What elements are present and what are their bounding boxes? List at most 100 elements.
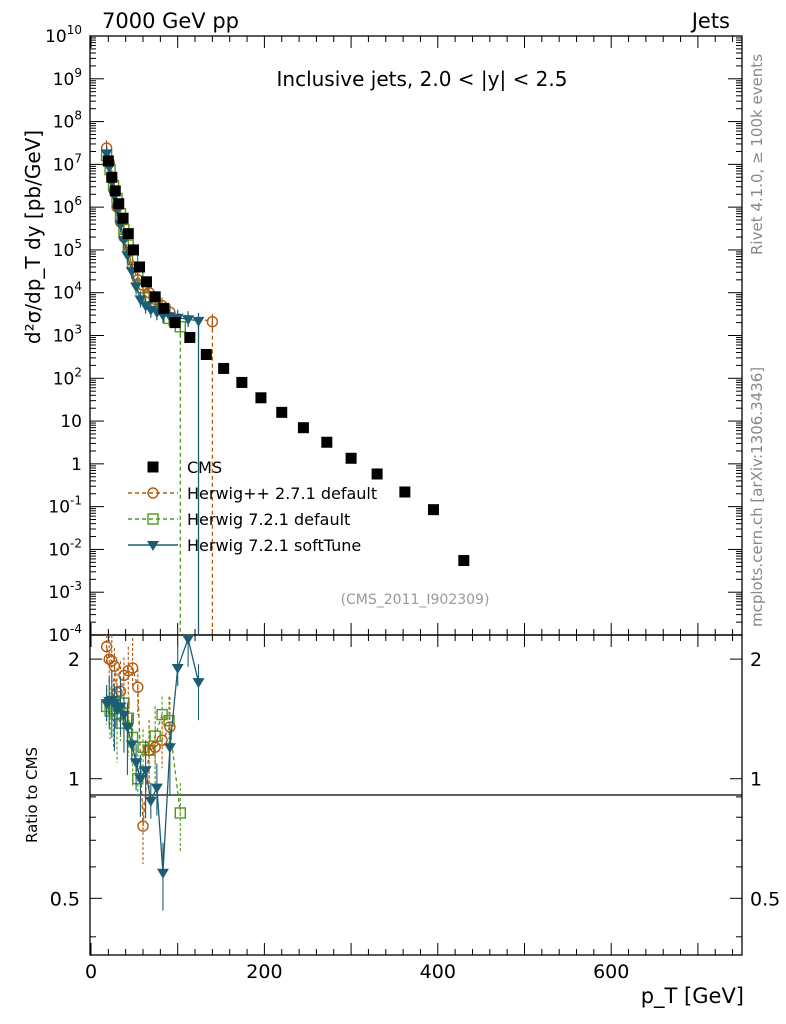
- herwigpp-default-ratio-point: [132, 681, 144, 693]
- energy-label: 7000 GeV pp: [102, 9, 239, 33]
- legend-label: Herwig++ 2.7.1 default: [187, 484, 377, 503]
- y-tick-labels: 10-4 10-3 10-2 10-1 1 10 102 103 104 105 106 107 108…: [45, 23, 82, 646]
- y-tick-label: 1: [71, 455, 82, 475]
- herwigpp-default-ratio-point: [156, 734, 168, 746]
- herwigpp-default-ratio-point: [126, 662, 139, 674]
- cms-point: [109, 185, 121, 197]
- legend-marker: [147, 541, 159, 551]
- x-tick-label: 400: [420, 961, 456, 983]
- cms-point: [134, 261, 146, 273]
- cms-point: [140, 276, 152, 288]
- source-label: mcplots.cern.ch [arXiv:1306.3436]: [748, 367, 766, 627]
- y-tick-label: 109: [53, 66, 82, 90]
- analysis-watermark: (CMS_2011_I902309): [341, 592, 490, 608]
- y-axis-title: d²σ/dp_T dy [pb/GeV]: [21, 130, 45, 344]
- ratio-tick-label-left: 2: [68, 649, 80, 671]
- cms-point: [127, 244, 139, 256]
- y-tick-label: 10-3: [48, 579, 82, 603]
- herwig7-softtune-ratio-point: [150, 783, 163, 794]
- y-tick-label: 10-2: [48, 536, 82, 560]
- cms-point: [158, 302, 170, 314]
- cms-point: [117, 212, 129, 224]
- herwigpp-default-point: [206, 316, 219, 328]
- cms-point: [345, 452, 357, 464]
- legend-entry: Herwig 7.2.1 default: [128, 510, 350, 529]
- y-tick-label: 1010: [45, 23, 82, 47]
- legend-label: Herwig 7.2.1 default: [187, 510, 350, 529]
- ratio-tick-labels: 0.5 0.5 1 1 2 2: [50, 649, 780, 910]
- herwigpp-default-ratio-point: [143, 744, 155, 756]
- legend-marker: [147, 513, 159, 525]
- y-tick-label: 105: [53, 237, 82, 261]
- legend-entry: Herwig++ 2.7.1 default: [128, 484, 377, 503]
- y-tick-label: 103: [53, 323, 82, 347]
- herwig7-softtune-ratio-point: [121, 722, 134, 733]
- legend-label: CMS: [187, 458, 222, 477]
- cms-point: [149, 291, 161, 303]
- cms-point: [321, 436, 333, 448]
- cms-series: [102, 155, 470, 567]
- chart-title: Inclusive jets, 2.0 < |y| < 2.5: [277, 67, 568, 91]
- herwig7-softtune-point: [182, 315, 195, 326]
- herwig7-softtune-point: [130, 282, 143, 293]
- herwig7-softtune-ratio-point: [156, 868, 169, 879]
- cms-point: [218, 362, 230, 374]
- herwigpp-default-ratio-point: [137, 820, 149, 832]
- herwig7-softtune-ratio-point: [125, 740, 138, 751]
- ratio-tick-label-left: 0.5: [50, 888, 80, 910]
- herwig7-softtune-ratio-point: [134, 774, 147, 785]
- y-tick-label: 10: [60, 412, 82, 432]
- cms-point: [276, 406, 288, 418]
- cms-point: [169, 317, 181, 329]
- y-tick-label: 107: [53, 151, 82, 175]
- legend-marker: [147, 487, 159, 499]
- ratio-tick-label-right: 0.5: [750, 888, 780, 910]
- herwig7-softtune-ratio-point: [139, 766, 152, 777]
- cms-point: [106, 171, 118, 183]
- legend-entry: CMS: [147, 458, 222, 477]
- legend-entry: Herwig 7.2.1 softTune: [128, 536, 361, 555]
- legend: CMS Herwig++ 2.7.1 default Herwig 7.2.1 de…: [128, 458, 377, 555]
- x-tick-label: 200: [246, 961, 282, 983]
- rivet-version-label: Rivet 4.1.0, ≥ 100k events: [748, 54, 766, 255]
- herwigpp-default-ratio-point: [149, 741, 161, 753]
- herwig7-default-ratio-point: [174, 807, 187, 819]
- ratio-axis-title: Ratio to CMS: [23, 747, 41, 843]
- herwig7-softtune-ratio-point: [171, 663, 184, 674]
- herwig7-default-ratio-line: [106, 702, 181, 814]
- herwigpp-default-ratio: [100, 635, 176, 865]
- herwig7-softtune-point: [100, 149, 113, 160]
- y-tick-label: 10-1: [48, 494, 82, 518]
- cms-point: [371, 468, 383, 480]
- herwig7-softtune-point: [134, 295, 147, 306]
- y-tick-label: 106: [53, 194, 82, 218]
- x-tick-label: 0: [85, 961, 97, 983]
- herwig7-default-series: [100, 147, 187, 635]
- herwig7-softtune-ratio: [100, 634, 205, 911]
- x-tick-label: 600: [593, 961, 629, 983]
- x-axis-title: p_T [GeV]: [641, 984, 744, 1009]
- ratio-tick-label-left: 1: [68, 769, 80, 791]
- cms-point: [113, 198, 125, 210]
- herwig7-softtune-ratio-point: [182, 634, 195, 645]
- ratio-tick-label-right: 2: [750, 649, 762, 671]
- cms-point: [122, 228, 134, 240]
- ratio-tick-label-right: 1: [750, 769, 762, 791]
- herwig7-softtune-ratio-point: [130, 758, 143, 769]
- herwig7-default-ratio-point: [156, 708, 168, 721]
- cms-point: [200, 348, 212, 360]
- cms-point: [184, 331, 196, 343]
- herwig7-default-ratio-point: [163, 714, 175, 727]
- cms-point: [102, 155, 114, 167]
- cms-point: [297, 422, 309, 434]
- cms-point: [427, 504, 439, 516]
- herwig7-softtune-ratio-point: [192, 678, 205, 689]
- data-series: [100, 140, 470, 911]
- herwig7-softtune-ratio-point: [144, 796, 157, 807]
- x-tick-labels: 0 200 400 600: [85, 961, 629, 983]
- y-tick-label: 10-4: [48, 622, 82, 646]
- legend-label: Herwig 7.2.1 softTune: [187, 536, 361, 555]
- observable-label: Jets: [690, 9, 730, 33]
- cms-point: [236, 376, 248, 388]
